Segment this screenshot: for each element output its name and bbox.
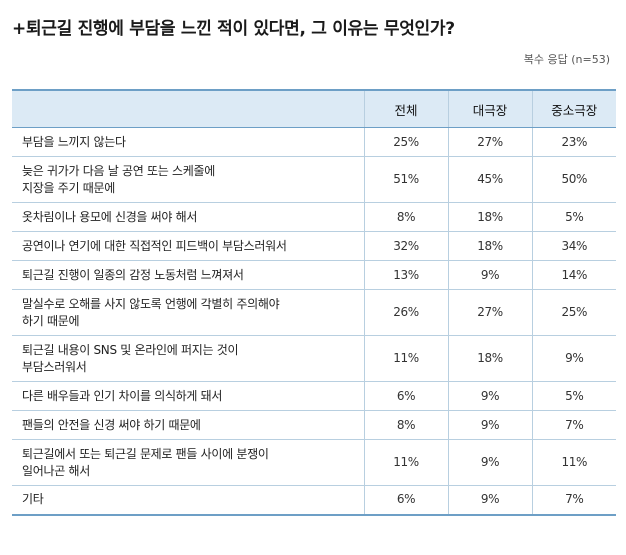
- value-small-medium-theater: 5%: [531, 381, 616, 411]
- value-small-medium-theater: 7%: [531, 410, 616, 440]
- table-row: 퇴근길에서 또는 퇴근길 문제로 팬들 사이에 분쟁이 일어나곤 해서 11% 9% 1…: [12, 439, 616, 486]
- table-row: 부담을 느끼지 않는다 25% 27% 23%: [12, 127, 616, 157]
- question-line: 퇴근길 진행이 일종의 감정 노동처럼 느껴져서: [22, 267, 244, 282]
- header-large-theater: 대극장: [447, 89, 532, 128]
- value-large-theater: 18%: [447, 231, 532, 261]
- question-line: 늦은 귀가가 다음 날 공연 또는 스케줄에: [22, 163, 215, 178]
- table-body: 부담을 느끼지 않는다 25% 27% 23% 늦은 귀가가 다음 날 공연 또는 스케…: [12, 127, 616, 516]
- value-large-theater: 9%: [447, 260, 532, 290]
- value-small-medium-theater: 7%: [531, 485, 616, 516]
- value-large-theater: 9%: [447, 485, 532, 516]
- question-cell: 기타: [12, 485, 364, 516]
- page-title: +퇴근길 진행에 부담을 느낀 적이 있다면, 그 이유는 무엇인가?: [12, 19, 455, 39]
- value-small-medium-theater: 50%: [531, 156, 616, 203]
- table-row: 기타 6% 9% 7%: [12, 485, 616, 516]
- table-row: 옷차림이나 용모에 신경을 써야 해서 8% 18% 5%: [12, 202, 616, 232]
- value-small-medium-theater: 9%: [531, 335, 616, 382]
- table-row: 팬들의 안전을 신경 써야 하기 때문에 8% 9% 7%: [12, 410, 616, 440]
- question-line: 하기 때문에: [22, 313, 80, 328]
- question-cell: 부담을 느끼지 않는다: [12, 127, 364, 157]
- table-row: 퇴근길 진행이 일종의 감정 노동처럼 느껴져서 13% 9% 14%: [12, 260, 616, 290]
- value-large-theater: 18%: [447, 202, 532, 232]
- value-total: 8%: [363, 410, 448, 440]
- question-line: 일어나곤 해서: [22, 463, 90, 478]
- value-small-medium-theater: 11%: [531, 439, 616, 486]
- question-line: 부담을 느끼지 않는다: [22, 134, 126, 149]
- question-line: 부담스러워서: [22, 359, 87, 374]
- question-cell: 퇴근길 진행이 일종의 감정 노동처럼 느껴져서: [12, 260, 364, 290]
- table-row: 공연이나 연기에 대한 직접적인 피드백이 부담스러워서 32% 18% 34%: [12, 231, 616, 261]
- question-line: 말실수로 오해를 사지 않도록 언행에 각별히 주의해야: [22, 296, 280, 311]
- question-line: 다른 배우들과 인기 차이를 의식하게 돼서: [22, 388, 223, 403]
- response-note: 복수 응답 (n=53): [523, 53, 610, 66]
- table-row: 퇴근길 내용이 SNS 및 온라인에 퍼지는 것이 부담스러워서 11% 18% 9%: [12, 335, 616, 382]
- table-row: 말실수로 오해를 사지 않도록 언행에 각별히 주의해야 하기 때문에 26% 27%…: [12, 289, 616, 336]
- value-total: 8%: [363, 202, 448, 232]
- question-line: 퇴근길 내용이 SNS 및 온라인에 퍼지는 것이: [22, 342, 239, 357]
- value-total: 25%: [363, 127, 448, 157]
- question-line: 기타: [22, 492, 44, 507]
- value-large-theater: 9%: [447, 410, 532, 440]
- value-total: 32%: [363, 231, 448, 261]
- question-line: 팬들의 안전을 신경 써야 하기 때문에: [22, 417, 201, 432]
- value-small-medium-theater: 34%: [531, 231, 616, 261]
- value-small-medium-theater: 5%: [531, 202, 616, 232]
- question-line: 퇴근길에서 또는 퇴근길 문제로 팬들 사이에 분쟁이: [22, 446, 269, 461]
- table-header-row: 전체 대극장 중소극장: [12, 89, 616, 128]
- value-large-theater: 9%: [447, 381, 532, 411]
- value-large-theater: 27%: [447, 289, 532, 336]
- question-line: 공연이나 연기에 대한 직접적인 피드백이 부담스러워서: [22, 238, 287, 253]
- value-small-medium-theater: 25%: [531, 289, 616, 336]
- value-total: 13%: [363, 260, 448, 290]
- value-total: 26%: [363, 289, 448, 336]
- value-large-theater: 9%: [447, 439, 532, 486]
- table-row: 늦은 귀가가 다음 날 공연 또는 스케줄에 지장을 주기 때문에 51% 45% 50…: [12, 156, 616, 203]
- survey-table: 전체 대극장 중소극장 부담을 느끼지 않는다 25% 27% 23% 늦은 귀가가 다…: [12, 89, 616, 516]
- value-total: 11%: [363, 439, 448, 486]
- header-small-medium-theater: 중소극장: [531, 89, 616, 128]
- question-cell: 다른 배우들과 인기 차이를 의식하게 돼서: [12, 381, 364, 411]
- value-total: 6%: [363, 381, 448, 411]
- value-total: 6%: [363, 485, 448, 516]
- table-row: 다른 배우들과 인기 차이를 의식하게 돼서 6% 9% 5%: [12, 381, 616, 411]
- header-question: [12, 89, 364, 128]
- value-total: 51%: [363, 156, 448, 203]
- header-total: 전체: [363, 89, 448, 128]
- value-small-medium-theater: 14%: [531, 260, 616, 290]
- value-large-theater: 45%: [447, 156, 532, 203]
- value-large-theater: 18%: [447, 335, 532, 382]
- value-large-theater: 27%: [447, 127, 532, 157]
- question-line: 옷차림이나 용모에 신경을 써야 해서: [22, 209, 198, 224]
- question-cell: 공연이나 연기에 대한 직접적인 피드백이 부담스러워서: [12, 231, 364, 261]
- question-cell: 팬들의 안전을 신경 써야 하기 때문에: [12, 410, 364, 440]
- question-line: 지장을 주기 때문에: [22, 180, 115, 195]
- question-cell: 옷차림이나 용모에 신경을 써야 해서: [12, 202, 364, 232]
- value-total: 11%: [363, 335, 448, 382]
- value-small-medium-theater: 23%: [531, 127, 616, 157]
